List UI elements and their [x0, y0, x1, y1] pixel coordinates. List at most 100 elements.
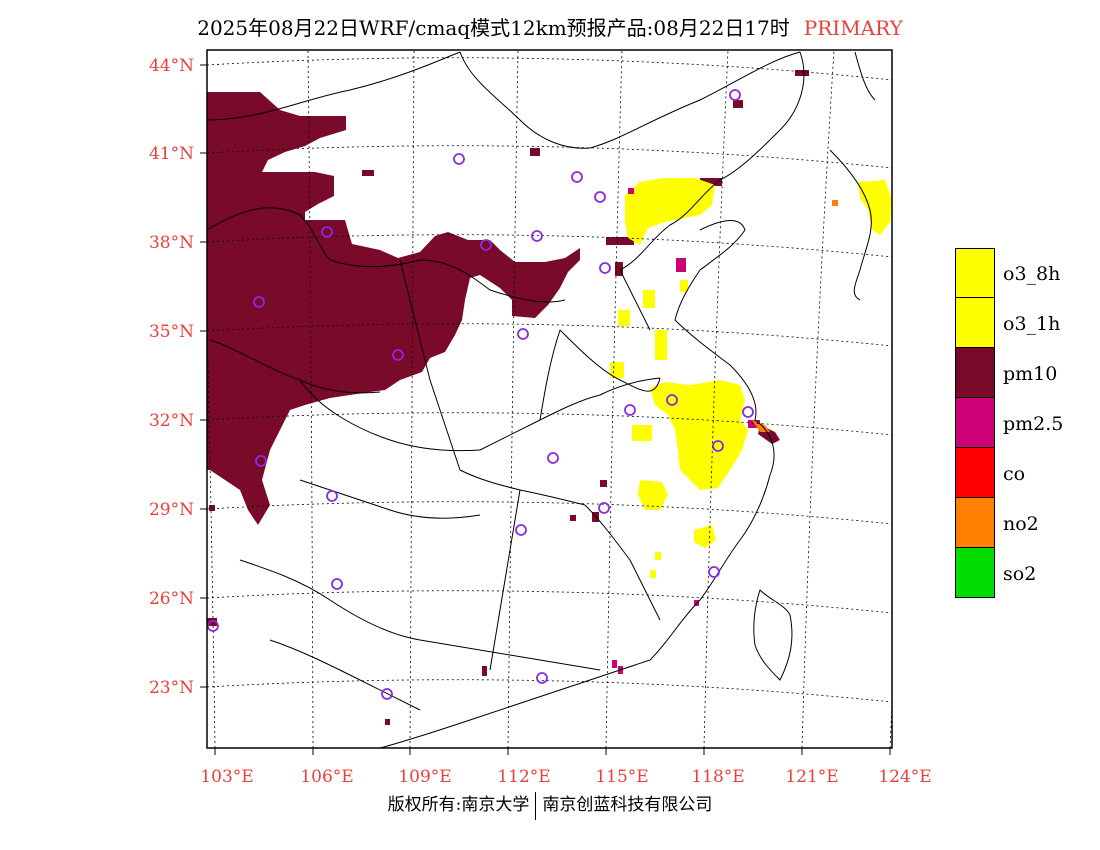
lat-label: 26°N: [149, 589, 194, 609]
legend-swatch: [955, 298, 995, 348]
legend-swatch: [955, 348, 995, 398]
o3-patch: [650, 570, 656, 578]
o3-area-jingjin: [625, 178, 715, 245]
pm25-patch: [676, 258, 686, 272]
lon-label: 124°E: [878, 767, 931, 787]
map-frame: [206, 49, 893, 749]
pm10-area-west-2: [207, 225, 255, 435]
legend-label: pm2.5: [1003, 413, 1064, 435]
city-marker: [253, 296, 265, 308]
legend-swatch: [955, 248, 995, 298]
city-markers: [207, 89, 754, 700]
legend-label: o3_1h: [1003, 313, 1061, 335]
legend-label: so2: [1003, 563, 1037, 585]
o3-patch: [610, 362, 624, 378]
pm10-patch: [207, 618, 217, 626]
copyright-left: 版权所有:南京大学: [387, 795, 530, 815]
city-marker: [547, 452, 559, 464]
lon-label: 121°E: [785, 767, 838, 787]
city-marker: [531, 230, 543, 242]
city-marker: [729, 89, 741, 101]
lon-label: 109°E: [398, 767, 451, 787]
o3-patch: [655, 330, 667, 360]
city-marker: [536, 672, 548, 684]
pm25-patch: [612, 660, 617, 668]
footer-divider: [535, 791, 537, 820]
city-marker: [594, 191, 606, 203]
city-marker: [326, 490, 338, 502]
city-marker: [742, 406, 754, 418]
pm10-patch: [385, 719, 390, 725]
o3-area-jianghuai: [650, 380, 748, 490]
city-marker: [571, 171, 583, 183]
o3-patch: [680, 280, 688, 292]
pm10-area-west: [207, 92, 580, 525]
legend-label: no2: [1003, 513, 1039, 535]
o3-patch: [618, 310, 630, 326]
o3-area-fujian: [694, 525, 716, 548]
city-marker: [598, 502, 610, 514]
lat-label: 41°N: [149, 144, 194, 164]
map-content: [207, 70, 892, 725]
o3-patch: [655, 552, 661, 560]
legend-label: pm10: [1003, 363, 1058, 385]
copyright-right: 南京创蓝科技有限公司: [542, 795, 713, 815]
city-marker: [517, 328, 529, 340]
lat-label: 35°N: [149, 322, 194, 342]
o3-patch: [700, 445, 720, 465]
city-marker: [207, 620, 219, 632]
city-marker: [321, 226, 333, 238]
pm25-patch: [748, 420, 760, 428]
pm10-patch: [600, 480, 607, 487]
map-title: 2025年08月22日WRF/cmaq模式12km预报产品:08月22日17时 P…: [0, 12, 1100, 41]
legend-swatch: [955, 498, 995, 548]
legend-swatch: [955, 398, 995, 448]
legend-label: co: [1003, 463, 1026, 485]
latitude-labels: 44°N 41°N 38°N 35°N 32°N 29°N 26°N 23°N: [149, 56, 194, 698]
city-marker: [453, 153, 465, 165]
pm10-patch: [733, 100, 743, 108]
o3-patch: [632, 425, 652, 441]
city-marker: [331, 578, 343, 590]
city-marker: [480, 239, 492, 251]
title-text: 2025年08月22日WRF/cmaq模式12km预报产品:08月22日17时: [197, 16, 790, 40]
city-marker: [624, 404, 636, 416]
lat-label: 44°N: [149, 56, 194, 76]
lon-label: 118°E: [691, 767, 744, 787]
city-marker: [381, 688, 393, 700]
lat-label: 23°N: [149, 678, 194, 698]
legend-swatch: [955, 448, 995, 498]
title-tag: PRIMARY: [803, 16, 903, 40]
pm10-patch: [570, 515, 576, 521]
city-marker: [599, 262, 611, 274]
pm10-patch: [482, 666, 487, 676]
lat-label: 29°N: [149, 500, 194, 520]
o3-area-south: [638, 480, 668, 510]
city-marker: [515, 524, 527, 536]
boundaries: [207, 51, 876, 748]
no2-patch: [832, 200, 838, 206]
pm10-patch: [700, 178, 722, 186]
pm25-patch: [628, 188, 634, 194]
pm10-patch: [795, 70, 809, 76]
legend-label: o3_8h: [1003, 263, 1061, 285]
pm10-patch: [606, 237, 634, 245]
pm10-patch: [615, 262, 623, 276]
lat-label: 38°N: [149, 233, 194, 253]
lon-label: 106°E: [300, 767, 353, 787]
lat-label: 32°N: [149, 411, 194, 431]
pm10-patch: [209, 505, 215, 511]
pm10-patch: [362, 170, 374, 176]
copyright-footer: 版权所有:南京大学 南京创蓝科技有限公司: [0, 790, 1100, 820]
pm10-patch: [530, 148, 540, 156]
longitude-labels: 103°E 106°E 109°E 112°E 115°E 118°E 121°…: [200, 767, 931, 787]
lon-label: 103°E: [200, 767, 253, 787]
o3-area-coast: [858, 180, 892, 235]
city-marker: [712, 440, 724, 452]
city-marker: [666, 394, 678, 406]
city-marker: [392, 349, 404, 361]
city-marker: [255, 455, 267, 467]
axis-ticks: [200, 64, 891, 755]
city-marker: [708, 566, 720, 578]
